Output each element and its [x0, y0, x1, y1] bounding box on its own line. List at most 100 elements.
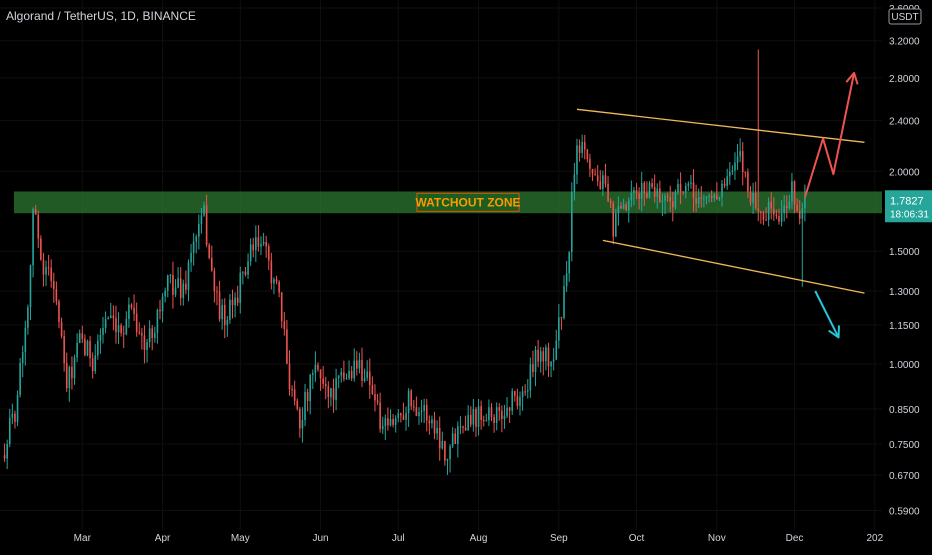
candle-body [677, 183, 679, 193]
candle-body [234, 297, 236, 306]
y-tick-label: 1.5000 [889, 247, 920, 258]
candle-body [327, 386, 330, 398]
candle-body [280, 292, 283, 322]
candle-body [413, 406, 415, 408]
candle-body [615, 213, 617, 237]
candle-body [161, 296, 164, 312]
candle-body [581, 141, 583, 153]
candle-body [451, 433, 454, 447]
candle-body [71, 366, 73, 379]
candle-body [558, 317, 560, 341]
candle-body [107, 317, 109, 320]
candle-layer [3, 49, 806, 475]
candle-body [133, 307, 135, 314]
candle-body [198, 223, 200, 237]
candle-body [703, 198, 705, 200]
candle-body [60, 321, 63, 337]
candle-body [275, 279, 278, 282]
candle-body [286, 329, 288, 364]
candle-body [410, 390, 413, 407]
candle-body [306, 392, 309, 402]
candle-body [218, 291, 221, 320]
candle-body [166, 275, 169, 291]
candle-body [50, 267, 53, 282]
candle-body [368, 371, 371, 386]
candle-body [141, 333, 143, 336]
candle-body [301, 420, 304, 429]
candle-body [718, 197, 721, 200]
candle-body [138, 332, 141, 334]
candle-body [555, 340, 558, 360]
candle-body [270, 260, 273, 284]
candle-body [34, 209, 37, 215]
candle-body [700, 197, 703, 199]
candle-body [477, 406, 480, 427]
candle-body [467, 414, 469, 431]
watchout-zone-label: WATCHOUT ZONE [415, 195, 520, 209]
y-tick-label: 2.4000 [889, 117, 920, 128]
candle-body [493, 416, 495, 424]
candle-body [594, 173, 596, 176]
price-badge-bg [885, 190, 932, 223]
candle-body [358, 359, 361, 369]
candle-body [314, 364, 317, 374]
candle-body [793, 181, 796, 205]
currency-badge: USDT [888, 8, 922, 25]
price-badge-value: 1.7827 [890, 195, 924, 207]
candle-body [469, 414, 472, 425]
candle-body [576, 145, 578, 175]
candle-body [482, 419, 485, 421]
candle-body [550, 361, 552, 367]
candle-body [97, 340, 99, 356]
candle-body [516, 395, 519, 406]
candle-body [174, 287, 177, 295]
candle-body [169, 274, 172, 276]
candle-body [260, 243, 262, 247]
candle-body [265, 242, 267, 247]
candle-body [185, 283, 187, 290]
candle-body [190, 252, 192, 263]
candle-body [58, 301, 60, 322]
candle-body [695, 198, 697, 204]
candle-body [210, 257, 213, 271]
candle-body [392, 419, 394, 425]
candle-body [109, 315, 112, 318]
candle-body [3, 455, 6, 459]
candle-body [24, 327, 27, 352]
candle-body [223, 304, 226, 326]
candle-body [767, 201, 770, 220]
arrow-down-head [828, 325, 840, 339]
candle-body [32, 209, 34, 266]
candle-body [508, 407, 511, 411]
candle-body [708, 196, 710, 198]
candle-body [568, 252, 571, 274]
candle-body [208, 244, 211, 258]
candle-body [418, 412, 420, 417]
candle-body [506, 407, 508, 416]
candle-body [664, 195, 666, 201]
candle-body [539, 351, 542, 362]
candle-body [337, 375, 340, 379]
candle-body [104, 319, 107, 328]
candle-body [423, 405, 425, 411]
candle-body [187, 262, 190, 290]
candle-body [431, 419, 433, 424]
candle-body [454, 433, 457, 444]
candle-body [122, 333, 125, 335]
candle-body [19, 363, 21, 395]
candle-body [229, 299, 231, 320]
candle-body [532, 364, 534, 372]
candle-body [143, 335, 146, 351]
candle-body [405, 412, 407, 420]
candle-body [371, 385, 374, 395]
candle-body [697, 197, 700, 204]
candle-body [402, 415, 405, 420]
zone-layer: WATCHOUT ZONE [14, 191, 882, 214]
candle-body [480, 406, 482, 420]
candle-body [389, 419, 392, 426]
candle-body [120, 325, 122, 334]
candle-body [757, 208, 760, 212]
candle-body [459, 426, 462, 428]
